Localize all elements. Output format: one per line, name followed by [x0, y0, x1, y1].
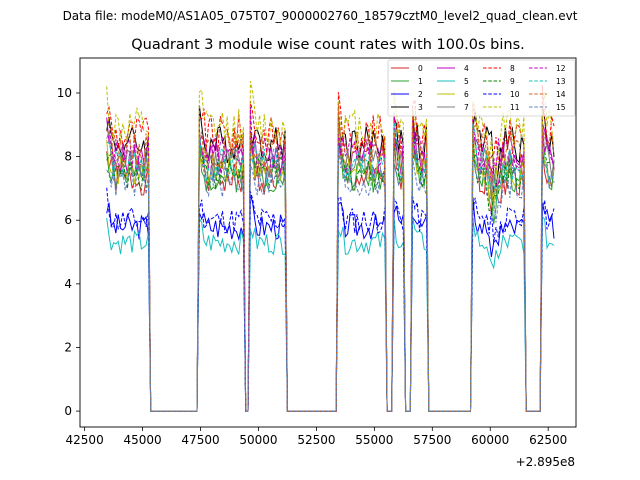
series-line-10: [106, 187, 555, 412]
x-offset-label: +2.895e8: [516, 455, 575, 469]
x-tick-label: 55000: [355, 433, 393, 447]
series-line-14: [106, 103, 555, 412]
series-line-5: [106, 215, 555, 412]
y-tick-label: 2: [64, 340, 72, 354]
legend-label-15: 15: [556, 103, 566, 112]
legend-label-7: 7: [464, 103, 469, 112]
legend-label-6: 6: [464, 90, 469, 99]
legend-label-5: 5: [464, 77, 469, 86]
legend-label-2: 2: [418, 90, 423, 99]
y-tick-label: 8: [64, 150, 72, 164]
legend-label-8: 8: [510, 64, 515, 73]
chart-title: Quadrant 3 module wise count rates with …: [131, 37, 525, 53]
legend-label-9: 9: [510, 77, 515, 86]
x-tick-label: 62500: [529, 433, 567, 447]
y-tick-label: 10: [57, 86, 72, 100]
legend-label-12: 12: [556, 64, 566, 73]
legend-label-3: 3: [418, 103, 423, 112]
suptitle: Data file: modeM0/AS1A05_075T07_90000027…: [63, 9, 578, 23]
x-tick-label: 50000: [239, 433, 277, 447]
x-tick-label: 42500: [66, 433, 104, 447]
series-lines: [106, 81, 555, 412]
x-tick-label: 57500: [413, 433, 451, 447]
plot-frame: [79, 57, 577, 428]
x-tick-label: 60000: [471, 433, 509, 447]
x-tick-label: 47500: [181, 433, 219, 447]
x-tick-label: 52500: [297, 433, 335, 447]
legend-label-4: 4: [464, 64, 469, 73]
x-axis: 42500 45000 47500 50000 52500 55000 57500 60000…: [66, 427, 567, 447]
legend-label-13: 13: [556, 77, 566, 86]
series-line-11: [106, 81, 555, 412]
legend-label-1: 1: [418, 77, 423, 86]
y-tick-label: 4: [64, 277, 72, 291]
legend-label-11: 11: [510, 103, 520, 112]
legend-label-14: 14: [556, 90, 566, 99]
y-tick-label: 0: [64, 404, 72, 418]
legend-label-10: 10: [510, 90, 520, 99]
series-line-15: [106, 145, 555, 412]
series-line-0: [106, 138, 555, 412]
series-line-1: [106, 137, 555, 412]
y-tick-label: 6: [64, 213, 72, 227]
y-axis: 0 2 4 6 8 10: [57, 86, 80, 418]
series-line-9: [106, 135, 555, 412]
series-line-2: [106, 194, 555, 412]
x-tick-label: 45000: [123, 433, 161, 447]
legend-box: [387, 59, 576, 117]
legend-label-0: 0: [418, 64, 423, 73]
